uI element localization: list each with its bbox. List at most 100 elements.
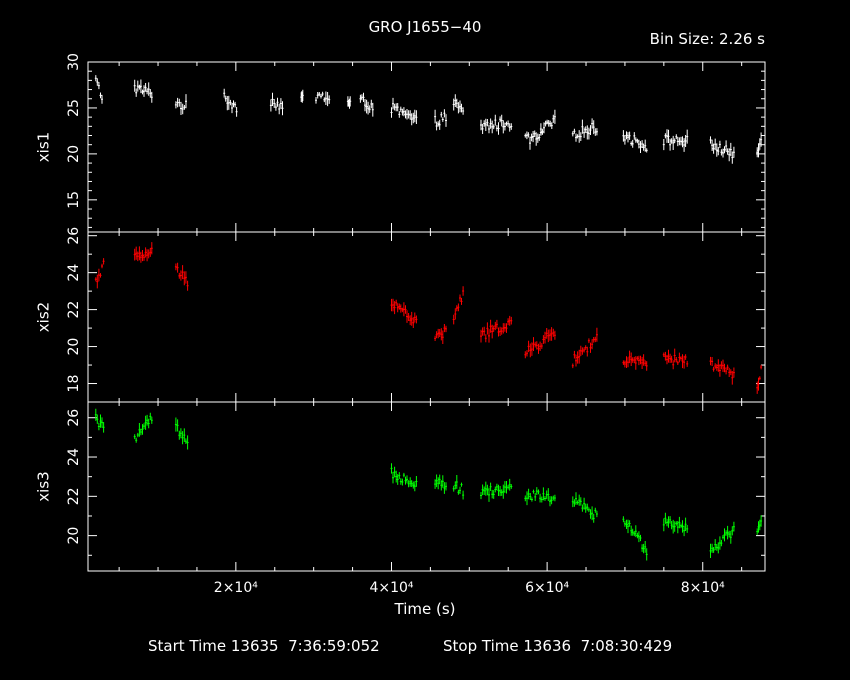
xis1-error-bars <box>662 129 689 152</box>
xis1-data-segment <box>480 114 513 135</box>
xis2-data-segment <box>709 356 735 385</box>
xis3-error-bars <box>622 516 648 561</box>
xis1-error-bars <box>223 88 238 117</box>
xis2-y-tick-label: 22 <box>66 301 82 319</box>
xis1-error-bars <box>622 130 648 153</box>
xis3-data-segment <box>571 492 598 523</box>
xis3-error-bars <box>480 478 513 502</box>
xis1-data-segment <box>94 75 103 104</box>
x-tick-label: 8×10⁴ <box>681 580 725 596</box>
xis2-error-bars <box>174 262 189 291</box>
xis3-error-bars <box>390 463 418 492</box>
xis3-data-segment <box>434 474 447 494</box>
xis2-error-bars <box>524 327 556 359</box>
xis3-error-bars <box>709 521 735 558</box>
xis1-y-tick-label: 15 <box>66 191 82 209</box>
xis2-error-bars <box>434 324 447 344</box>
xis2-frame <box>87 231 766 403</box>
xis1-y-tick-label: 30 <box>66 53 82 71</box>
xis1-error-bars <box>174 94 187 115</box>
xis3-data-segment <box>622 516 648 561</box>
xis2-data-segment <box>662 348 689 370</box>
xis3-data-segment <box>174 417 189 450</box>
xis3-y-tick-label: 22 <box>66 487 82 505</box>
footer-start-time: Start Time 13635 7:36:59:052 <box>148 637 380 655</box>
xis3-error-bars <box>571 492 598 523</box>
xis2-data-segment <box>94 258 105 289</box>
xis1-data-segment <box>662 129 689 152</box>
xis1-data-segment <box>133 79 153 103</box>
xis1-data-segment <box>709 136 735 164</box>
xis2-error-bars <box>94 258 105 289</box>
xis3-data-segment <box>452 475 465 500</box>
xis1-data-segment <box>390 97 418 126</box>
xis1-data-segment <box>539 109 556 135</box>
xis1-error-bars <box>315 91 331 107</box>
xis2-error-bars <box>709 356 735 385</box>
xis1-data-segment <box>346 96 352 109</box>
xis1-data-segment <box>359 92 374 117</box>
xis1-error-bars <box>94 75 103 104</box>
xis2-y-tick-label: 18 <box>66 375 82 393</box>
xis3-error-bars <box>452 475 465 500</box>
xis3-y-tick-label: 26 <box>66 409 82 427</box>
xis2-error-bars <box>571 327 598 369</box>
xis1-data-segment <box>174 94 187 115</box>
xis1-error-bars <box>571 118 598 143</box>
xis3-error-bars <box>524 487 556 507</box>
xis1-error-bars <box>390 97 418 126</box>
xis3-error-bars <box>94 408 105 433</box>
xis3-data-segment <box>133 412 153 443</box>
xis1-error-bars <box>434 109 447 131</box>
xis3-data-segment <box>94 408 105 433</box>
xis2-y-tick-label: 24 <box>66 264 82 282</box>
xis1-data-segment <box>300 89 304 103</box>
xis3-data-segment <box>524 487 556 507</box>
xis2-data-segment <box>133 242 153 263</box>
xis1-error-bars <box>359 92 374 117</box>
xis1-error-bars <box>539 109 556 135</box>
xis2-data-segment <box>390 298 418 328</box>
xis2-data-segment <box>524 327 556 359</box>
xis1-error-bars <box>346 96 352 109</box>
xis3-error-bars <box>174 417 189 450</box>
xis2-data-segment <box>756 364 763 394</box>
xis2-error-bars <box>756 364 763 394</box>
xis1-data-segment <box>622 130 648 153</box>
xis1-error-bars <box>480 114 513 135</box>
xis2-data-segment <box>480 315 513 343</box>
xis3-data-segment <box>662 512 689 537</box>
xis2-error-bars <box>622 350 648 371</box>
panel-xis1: 15 20 25 30 xis1 <box>35 53 766 233</box>
xis2-data-segment <box>434 324 447 344</box>
xis3-error-bars <box>756 515 763 535</box>
x-tick-label: 4×10⁴ <box>369 580 413 596</box>
xis3-data-segment <box>480 478 513 502</box>
xis1-data-segment <box>223 88 238 117</box>
xis1-axis-label: xis1 <box>35 132 53 162</box>
xis3-error-bars <box>133 412 153 443</box>
xis3-data-segment <box>390 463 418 492</box>
xis2-data-segment <box>571 327 598 369</box>
xis1-data-segment <box>434 109 447 131</box>
xis1-error-bars <box>452 94 465 115</box>
xis1-data-segment <box>315 91 331 107</box>
xis1-error-bars <box>269 92 284 116</box>
xis2-data-segment <box>622 350 648 371</box>
xis3-error-bars <box>662 512 689 537</box>
xis1-data-segment <box>756 132 763 158</box>
xis2-error-bars <box>662 348 689 370</box>
xis3-y-tick-label: 24 <box>66 448 82 466</box>
xis3-y-tick-label: 20 <box>66 527 82 545</box>
xis2-error-bars <box>452 286 465 325</box>
xis1-error-bars <box>300 89 304 103</box>
xis3-data-segment <box>709 521 735 558</box>
xis2-error-bars <box>480 315 513 343</box>
footer-stop-time: Stop Time 13636 7:08:30:429 <box>443 637 672 655</box>
xis2-error-bars <box>390 298 418 328</box>
chart-title: GRO J1655−40 <box>369 18 482 36</box>
xis3-error-bars <box>434 474 447 494</box>
xis2-data-segment <box>452 286 465 325</box>
x-axis-label: Time (s) <box>394 600 456 618</box>
